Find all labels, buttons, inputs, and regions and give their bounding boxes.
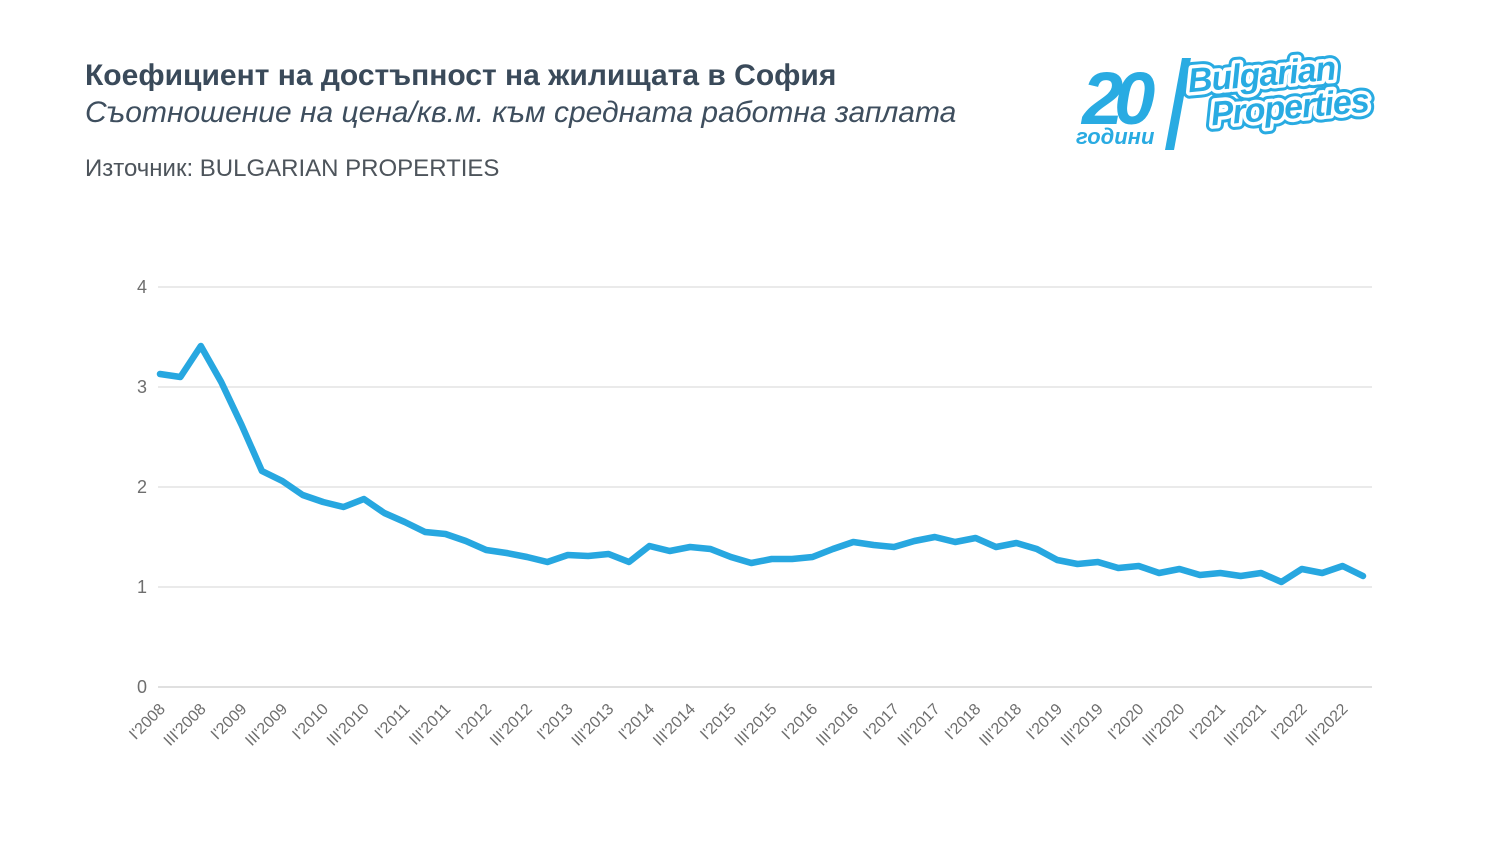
y-axis-labels: 0 1 2 3 4 bbox=[137, 277, 147, 697]
x-tick-label: III'2019 bbox=[1058, 701, 1107, 750]
source-label: Източник: BULGARIAN PROPERTIES bbox=[85, 155, 500, 183]
x-tick-label: III'2021 bbox=[1221, 701, 1270, 750]
x-axis-labels: I'2008III'2008I'2009III'2009I'2010III'20… bbox=[126, 701, 1351, 750]
x-tick-label: III'2013 bbox=[569, 701, 618, 750]
data-line bbox=[156, 342, 1367, 586]
chart-subtitle: Съотношение на цена/кв.м. към средната р… bbox=[85, 95, 957, 129]
x-tick-label: III'2012 bbox=[487, 701, 536, 750]
x-tick-label: III'2020 bbox=[1140, 701, 1189, 750]
brand-logo: 20 години Bulgarian Bulgarian Properties… bbox=[1068, 40, 1448, 158]
gridlines bbox=[158, 286, 1372, 688]
x-tick-label: III'2010 bbox=[324, 701, 373, 750]
x-tick-label: III'2015 bbox=[732, 701, 781, 750]
x-tick-label: III'2016 bbox=[813, 701, 862, 750]
y-tick-label-1: 1 bbox=[137, 577, 147, 597]
brand-logo-svg: 20 години Bulgarian Bulgarian Properties… bbox=[1076, 43, 1377, 150]
affordability-series-line bbox=[156, 342, 1367, 586]
logo-years-word: години bbox=[1076, 124, 1155, 149]
logo-slash-icon bbox=[1165, 58, 1191, 150]
x-tick-label: III'2009 bbox=[242, 701, 291, 750]
x-tick-label: III'2022 bbox=[1303, 701, 1352, 750]
y-tick-label-2: 2 bbox=[137, 477, 147, 497]
x-tick-label: III'2011 bbox=[406, 701, 454, 749]
y-tick-label-0: 0 bbox=[137, 677, 147, 697]
y-tick-label-3: 3 bbox=[137, 377, 147, 397]
chart-header: Коефициент на достъпност на жилищата в С… bbox=[85, 58, 956, 183]
chart-title: Коефициент на достъпност на жилищата в С… bbox=[85, 59, 837, 92]
x-tick-label: III'2017 bbox=[895, 701, 944, 750]
x-tick-label: III'2018 bbox=[976, 701, 1025, 750]
y-tick-label-4: 4 bbox=[137, 277, 147, 297]
x-tick-label: III'2014 bbox=[650, 701, 699, 750]
x-tick-label: III'2008 bbox=[161, 701, 210, 750]
